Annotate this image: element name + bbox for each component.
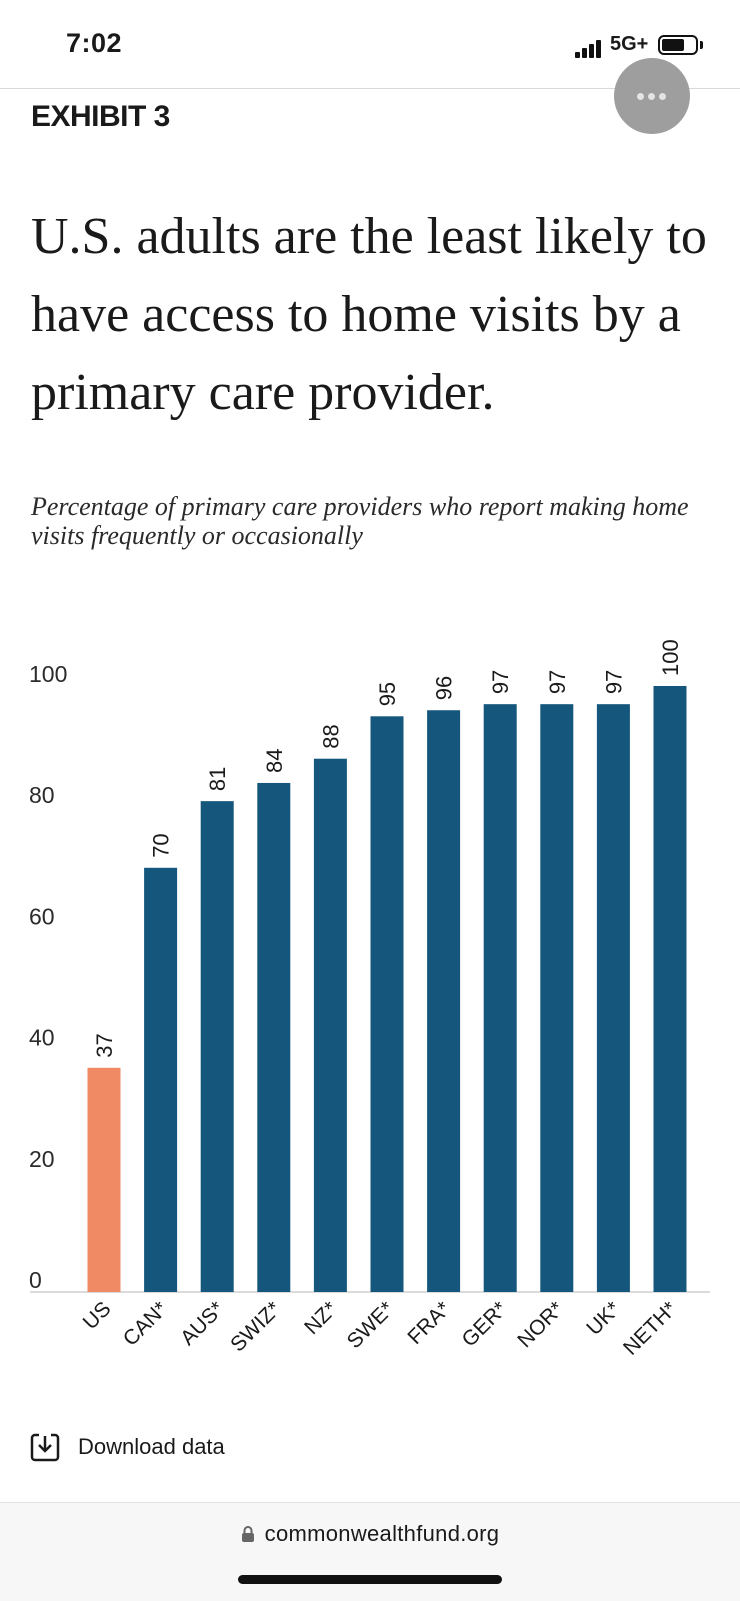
bar [87,1067,121,1292]
browser-url-bar[interactable]: commonwealthfund.org [0,1502,740,1601]
bar-chart: 0 20 40 60 80 100 37 US 70 CAN* 81 AUS* 84 SWIZ* 88 NZ*… [29,639,710,1360]
x-tick-label: SWE* [343,1297,399,1353]
x-tick-label: NOR* [513,1297,568,1352]
data-label: 81 [205,767,230,791]
lock-icon [241,1526,254,1542]
network-label: 5G+ [610,33,649,55]
bar [370,716,404,1292]
url-row[interactable]: commonwealthfund.org [0,1521,740,1547]
data-label: 70 [149,833,174,857]
bar [144,867,178,1292]
bar [257,782,291,1292]
data-label: 97 [488,670,513,694]
data-label: 95 [375,682,400,706]
signal-bars-icon [575,38,601,58]
battery-icon [658,35,698,55]
chart-subtitle: Percentage of primary care providers who… [31,492,689,550]
home-indicator[interactable] [238,1575,502,1584]
y-tick-label: 20 [29,1146,55,1172]
data-label: 37 [92,1033,117,1057]
x-tick-label: GER* [458,1297,512,1351]
x-tick-label: NZ* [300,1297,342,1339]
x-tick-label: FRA* [403,1297,455,1349]
y-tick-label: 40 [29,1025,55,1051]
download-data-button[interactable]: Download data [30,1430,225,1464]
chart-headline: U.S. adults are the least likely to have… [31,208,707,421]
y-tick-label: 0 [29,1267,42,1293]
data-label: 97 [545,670,570,694]
bar [596,704,630,1292]
status-bar: 7:02 5G+ [0,0,740,89]
bar [653,686,687,1292]
x-tick-label: UK* [582,1297,625,1340]
y-tick-label: 60 [29,903,55,929]
url-text: commonwealthfund.org [264,1521,500,1546]
bar [540,704,574,1292]
more-dots-icon[interactable] [614,58,690,134]
x-tick-label: AUS* [176,1297,229,1350]
bar [427,710,461,1292]
x-tick-label: NETH* [619,1297,681,1359]
exhibit-label: EXHIBIT 3 [31,100,170,133]
x-tick-label: US [79,1297,116,1334]
x-tick-label: CAN* [119,1297,172,1350]
x-tick-label: SWIZ* [226,1297,285,1356]
status-time: 7:02 [66,28,123,58]
data-label: 96 [432,676,457,700]
data-label: 84 [262,748,287,772]
data-label: 97 [601,670,626,694]
download-icon [30,1433,60,1462]
download-data-label: Download data [78,1434,225,1459]
bar [200,801,234,1292]
y-tick-label: 80 [29,782,55,808]
bar [483,704,517,1292]
data-label: 100 [658,639,683,676]
data-label: 88 [318,724,343,748]
bar [313,758,347,1292]
battery-tip [700,41,703,49]
y-tick-label: 100 [29,661,67,687]
